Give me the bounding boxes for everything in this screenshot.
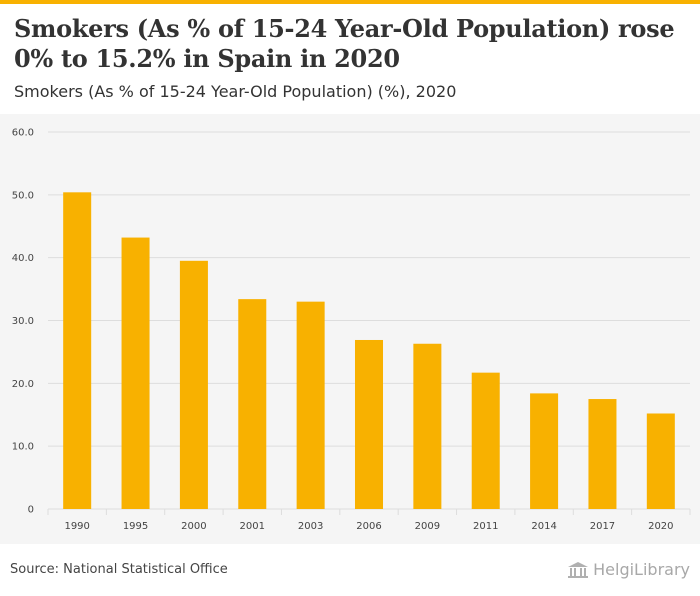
bar: [296, 301, 325, 509]
source-note: Source: National Statistical Office: [10, 562, 228, 577]
bar: [530, 393, 559, 509]
x-tick-label: 2000: [181, 521, 206, 532]
x-tick-label: 1990: [64, 521, 89, 532]
bar: [588, 399, 617, 509]
x-tick-label: 1995: [123, 521, 148, 532]
chart-area: 0 10.0 20.0 30.0 40.0 50.0 60.0 1990 1995 2000 200…: [0, 114, 700, 544]
y-tick-label: 30.0: [12, 316, 34, 327]
x-tick-label: 2006: [356, 521, 381, 532]
chart-subtitle: Smokers (As % of 15-24 Year-Old Populati…: [14, 82, 457, 101]
bar: [471, 372, 500, 509]
x-tick-label: 2017: [590, 521, 615, 532]
chart-title: Smokers (As % of 15-24 Year-Old Populati…: [14, 14, 675, 73]
y-tick-label: 60.0: [12, 128, 34, 139]
x-tick-label: 2020: [648, 521, 673, 532]
bar: [646, 413, 675, 509]
x-tick-label: 2003: [298, 521, 323, 532]
bar-chart: 0 10.0 20.0 30.0 40.0 50.0 60.0 1990 1995 2000 200…: [12, 128, 691, 532]
x-tick-label: 2009: [415, 521, 440, 532]
bar: [63, 192, 92, 509]
y-tick-label: 50.0: [12, 190, 34, 201]
y-tick-label: 20.0: [12, 379, 34, 390]
x-tick-label: 2014: [531, 521, 556, 532]
library-building-icon: [567, 561, 589, 579]
bar: [413, 343, 442, 509]
bar: [354, 339, 384, 509]
helgi-library-logo[interactable]: HelgiLibrary: [567, 560, 690, 579]
accent-bar: [0, 0, 700, 4]
logo-text: HelgiLibrary: [593, 560, 690, 579]
bar: [179, 260, 208, 509]
y-tick-label: 40.0: [12, 253, 34, 264]
x-tick-label: 2011: [473, 521, 498, 532]
x-tick-label: 2001: [240, 521, 265, 532]
y-tick-label: 0: [28, 505, 34, 516]
y-tick-label: 10.0: [12, 442, 34, 453]
bar: [121, 237, 150, 509]
bar: [238, 299, 267, 509]
